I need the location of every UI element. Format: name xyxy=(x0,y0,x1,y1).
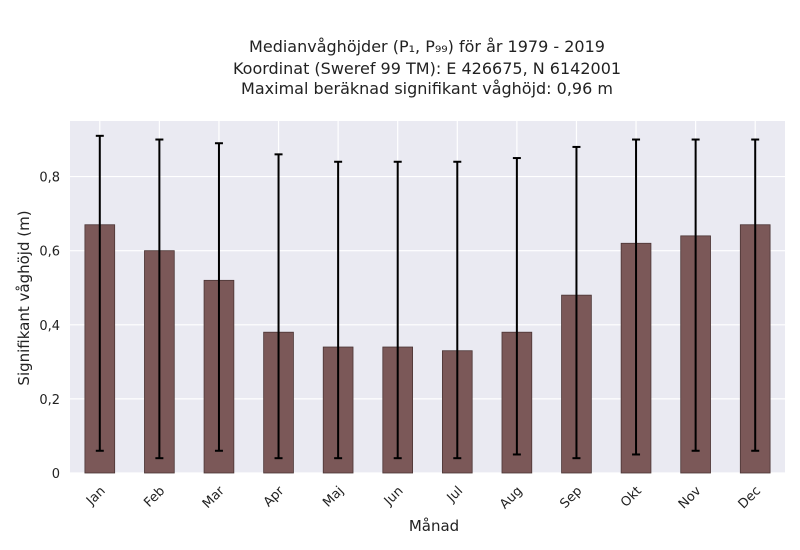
x-tick-label: Aug xyxy=(497,484,526,513)
y-tick-label: 0,4 xyxy=(39,319,60,334)
x-tick-label: Feb xyxy=(141,484,168,511)
y-tick-label: 0 xyxy=(52,467,60,482)
x-tick-label: Nov xyxy=(676,483,705,512)
x-tick-label: Okt xyxy=(618,484,645,511)
x-tick-label: Dec xyxy=(736,484,764,512)
error-bar-jan xyxy=(95,134,104,452)
error-bar-feb xyxy=(155,138,164,460)
x-tick-label: Mar xyxy=(200,483,228,511)
x-tick-label: Sep xyxy=(557,484,585,512)
y-axis-ticks: 0 0,2 0,4 0,6 0,8 xyxy=(39,171,60,482)
error-bar-nov xyxy=(691,138,700,452)
y-tick-label: 0,8 xyxy=(39,171,60,186)
x-tick-label: Maj xyxy=(320,484,347,511)
error-bar-sep xyxy=(572,145,581,460)
chart-title: Medianvåghöjder (P₁, P₉₉) för år 1979 - … xyxy=(233,37,621,98)
x-tick-label: Apr xyxy=(261,483,288,510)
y-tick-label: 0,6 xyxy=(39,245,60,260)
error-bar-okt xyxy=(632,138,641,456)
error-bar-aug xyxy=(512,157,521,456)
error-bar-jul xyxy=(453,160,462,460)
error-bar-jun xyxy=(393,160,402,460)
error-bar-mar xyxy=(214,142,223,452)
x-tick-label: Jul xyxy=(444,484,466,506)
title-line-1: Medianvåghöjder (P₁, P₉₉) för år 1979 - … xyxy=(249,37,605,56)
error-bar-dec xyxy=(751,138,760,452)
title-line-3: Maximal beräknad signifikant våghöjd: 0,… xyxy=(241,79,613,98)
x-tick-label: Jan xyxy=(83,484,108,509)
title-line-2: Koordinat (Sweref 99 TM): E 426675, N 61… xyxy=(233,59,621,78)
x-axis-ticks: Jan Feb Mar Apr Maj Jun Jul Aug Sep Okt Nov Dec xyxy=(83,483,764,512)
error-bar-apr xyxy=(274,153,283,460)
y-axis-label: Signifikant våghöjd (m) xyxy=(15,210,33,385)
error-bar-maj xyxy=(334,160,343,460)
error-bars xyxy=(95,134,760,460)
y-tick-label: 0,2 xyxy=(39,393,60,408)
x-tick-label: Jun xyxy=(381,484,407,510)
plot-area xyxy=(70,121,785,473)
x-axis-label: Månad xyxy=(409,517,459,535)
